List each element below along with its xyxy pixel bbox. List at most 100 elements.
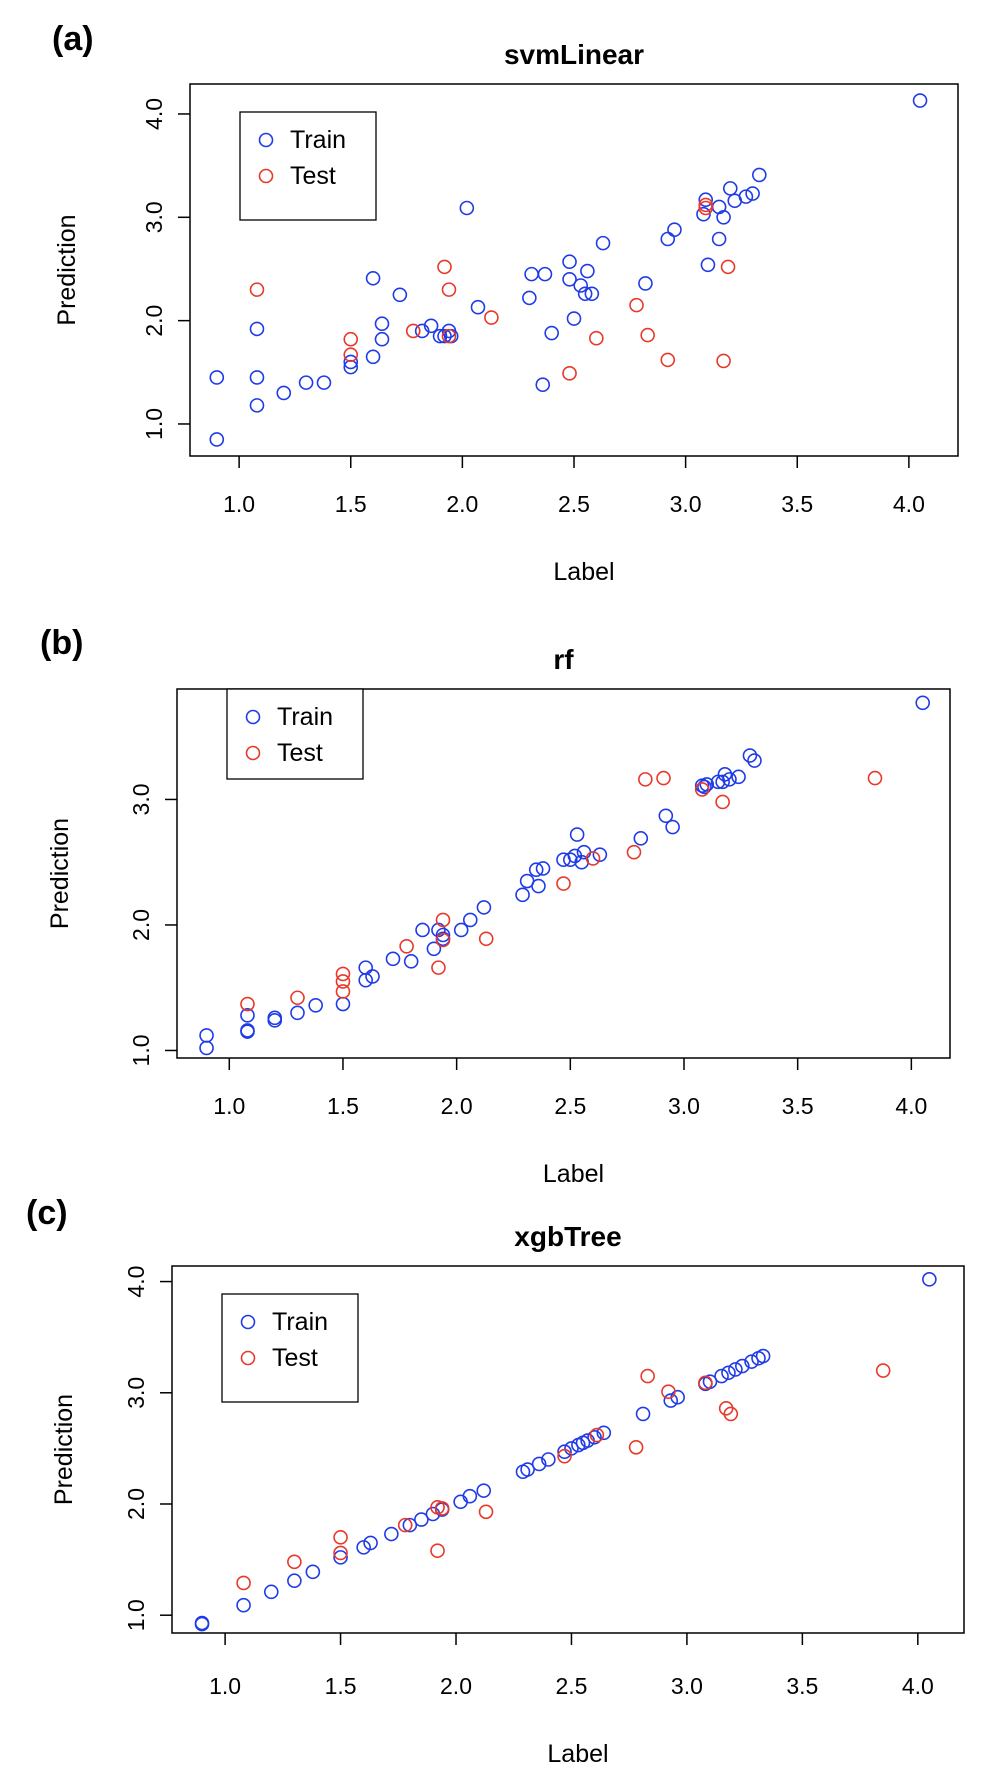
y-tick-label: 3.0 <box>128 783 154 815</box>
train-point <box>199 1040 214 1056</box>
legend: Train Test <box>221 1293 359 1403</box>
train-point <box>462 912 478 928</box>
test-point <box>720 259 736 275</box>
train-point <box>580 263 595 279</box>
train-point <box>738 189 754 204</box>
train-point <box>453 922 469 938</box>
train-point <box>249 398 265 413</box>
test-point <box>333 1545 348 1561</box>
train-point <box>573 278 588 293</box>
train-point <box>562 271 577 287</box>
train-point <box>365 270 381 286</box>
test-point <box>629 297 644 313</box>
test-point <box>290 990 305 1006</box>
train-point <box>731 769 746 785</box>
train-point <box>199 1028 214 1043</box>
x-tick-label: 2.5 <box>554 1093 586 1119</box>
test-point <box>441 282 457 297</box>
y-tick-label: 4.0 <box>123 1266 149 1298</box>
train-point <box>403 954 419 969</box>
train-point <box>515 887 530 903</box>
train-point <box>735 1358 750 1374</box>
train-point <box>365 969 380 984</box>
plot-frame <box>176 688 951 1059</box>
test-point <box>335 984 351 999</box>
train-point <box>557 1444 572 1460</box>
train-point <box>374 331 390 347</box>
y-tick-label: 2.0 <box>123 1488 149 1520</box>
train-point <box>249 321 265 337</box>
test-point <box>585 851 601 866</box>
legend-marker <box>240 1314 256 1330</box>
y-tick-label: 4.0 <box>141 98 167 130</box>
test-point <box>478 1504 494 1520</box>
x-tick-label: 4.0 <box>893 491 925 517</box>
train-point <box>435 927 451 943</box>
panel-letter: (a) <box>52 20 94 58</box>
legend-entry: Test <box>277 739 323 767</box>
train-point <box>335 996 351 1012</box>
legend-entry: Test <box>290 162 336 190</box>
test-point <box>434 1501 450 1516</box>
y-tick-label: 1.0 <box>128 1034 154 1066</box>
train-point <box>240 1023 255 1038</box>
train-point <box>415 922 430 938</box>
test-point <box>656 770 671 786</box>
train-point <box>912 93 928 108</box>
train-point <box>596 1425 612 1441</box>
y-tick-label: 1.0 <box>141 408 167 440</box>
x-tick-label: 1.0 <box>209 1673 241 1699</box>
test-point <box>240 996 255 1012</box>
legend-marker <box>245 709 261 725</box>
train-point <box>577 286 593 302</box>
test-point <box>484 310 499 325</box>
train-point <box>209 432 225 447</box>
test-point <box>556 876 571 891</box>
train-point <box>752 167 767 183</box>
train-point <box>476 900 492 915</box>
test-point <box>867 770 883 786</box>
legend-box <box>221 1293 359 1403</box>
x-tick-label: 2.5 <box>558 491 590 517</box>
legend-marker <box>258 132 274 148</box>
test-point <box>716 353 731 369</box>
train-point <box>522 290 537 306</box>
x-tick-label: 3.0 <box>670 491 702 517</box>
test-point <box>335 966 351 982</box>
test-point <box>343 347 359 363</box>
test-point <box>478 931 494 947</box>
train-point <box>358 972 374 988</box>
train-point <box>414 1512 429 1527</box>
train-point <box>290 1005 305 1021</box>
train-point <box>587 1429 602 1445</box>
train-point <box>423 318 439 334</box>
legend-marker <box>258 168 274 184</box>
train-point <box>363 1535 378 1551</box>
train-point <box>462 1488 478 1504</box>
train-point <box>194 1615 210 1631</box>
chart-title: xgbTree <box>514 1221 621 1252</box>
train-point <box>638 276 653 291</box>
y-tick-label: 3.0 <box>123 1377 149 1409</box>
y-tick-label: 2.0 <box>141 305 167 337</box>
train-point <box>385 951 401 967</box>
train-point <box>240 1008 255 1023</box>
train-point <box>660 231 676 247</box>
train-point <box>209 370 225 385</box>
train-point <box>698 192 714 208</box>
train-point <box>531 878 546 894</box>
x-tick-label: 2.5 <box>555 1673 587 1699</box>
train-point <box>744 1354 759 1369</box>
test-point <box>333 1530 348 1545</box>
test-point <box>698 1375 713 1391</box>
train-point <box>658 808 674 824</box>
train-point <box>365 349 381 365</box>
train-point <box>524 266 539 282</box>
test-point <box>249 282 265 297</box>
test-point <box>626 844 642 860</box>
y-tick-label: 1.0 <box>123 1599 149 1631</box>
train-point <box>745 186 760 201</box>
train-point <box>470 299 486 315</box>
train-point <box>728 1362 743 1377</box>
panel-letter: (b) <box>40 624 84 662</box>
